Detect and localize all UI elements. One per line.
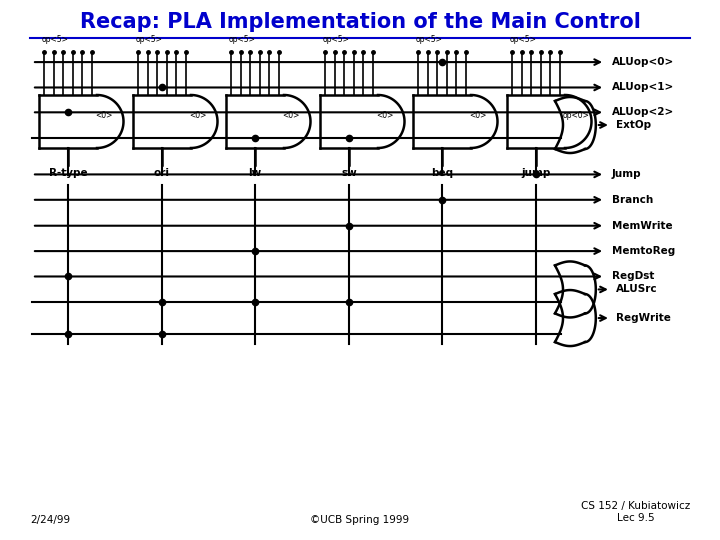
Text: ExtOp: ExtOp <box>616 120 651 130</box>
Text: <0>: <0> <box>376 111 393 119</box>
Text: Branch: Branch <box>612 195 653 205</box>
Text: <0>: <0> <box>469 111 487 119</box>
Text: <0>: <0> <box>282 111 300 119</box>
Text: CS 152 / Kubiatowicz
Lec 9.5: CS 152 / Kubiatowicz Lec 9.5 <box>581 501 690 523</box>
Text: Recap: PLA Implementation of the Main Control: Recap: PLA Implementation of the Main Co… <box>80 12 640 32</box>
Text: ©UCB Spring 1999: ©UCB Spring 1999 <box>310 515 410 525</box>
Text: MemtoReg: MemtoReg <box>612 246 675 256</box>
Text: RegDst: RegDst <box>612 272 654 281</box>
Text: R-type: R-type <box>49 168 87 178</box>
Text: ALUop<1>: ALUop<1> <box>612 83 674 92</box>
Text: Jump: Jump <box>612 170 642 179</box>
Text: op<5>: op<5> <box>510 35 537 44</box>
Text: ALUop<0>: ALUop<0> <box>612 57 674 67</box>
Text: lw: lw <box>248 168 261 178</box>
Text: ALUSrc: ALUSrc <box>616 285 657 294</box>
Text: beq: beq <box>431 168 453 178</box>
Text: ori: ori <box>154 168 170 178</box>
Text: sw: sw <box>341 168 357 178</box>
Text: jump: jump <box>521 168 551 178</box>
Text: op<5>: op<5> <box>229 35 256 44</box>
Text: op<0>: op<0> <box>563 111 590 119</box>
Text: op<5>: op<5> <box>323 35 350 44</box>
Text: op<5>: op<5> <box>416 35 443 44</box>
Text: <0>: <0> <box>189 111 207 119</box>
Text: MemWrite: MemWrite <box>612 221 672 231</box>
Text: op<5>: op<5> <box>136 35 163 44</box>
Text: ALUop<2>: ALUop<2> <box>612 107 674 117</box>
Text: RegWrite: RegWrite <box>616 313 670 323</box>
Text: <0>: <0> <box>95 111 112 119</box>
Text: 2/24/99: 2/24/99 <box>30 515 70 525</box>
Text: op<5>: op<5> <box>42 35 69 44</box>
